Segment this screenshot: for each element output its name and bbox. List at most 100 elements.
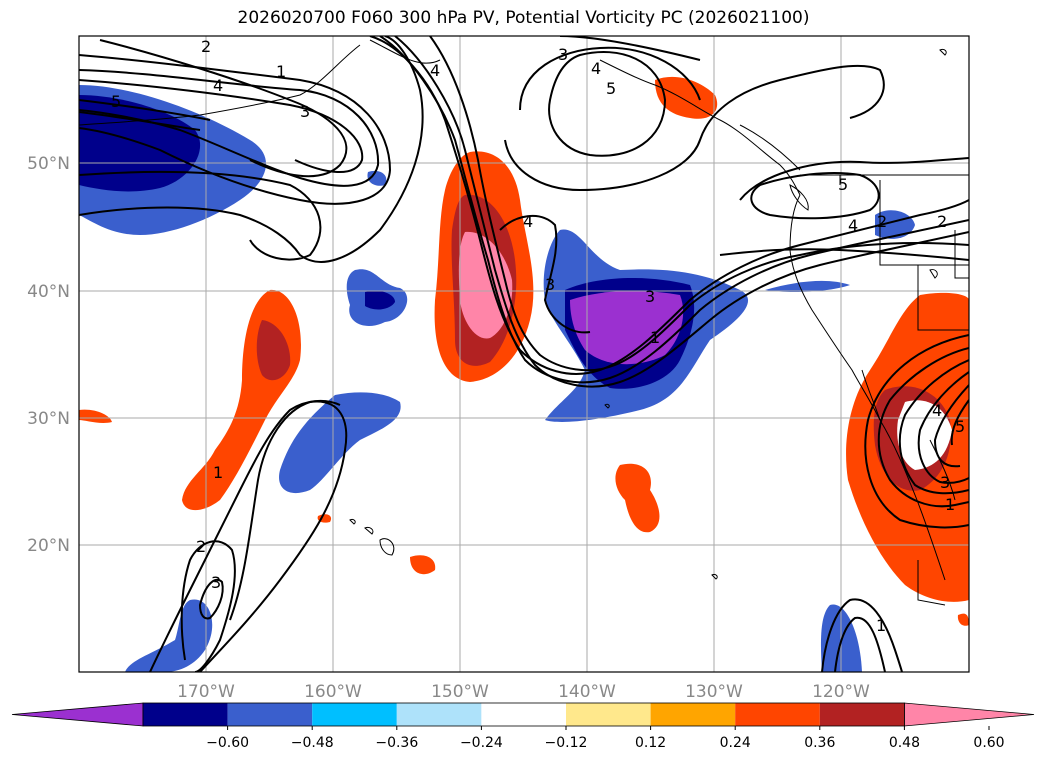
lat-label-40: 40°N xyxy=(27,282,70,302)
colorbar-tick-label: −0.48 xyxy=(291,735,334,751)
map-title: 2026020700 F060 300 hPa PV, Potential Vo… xyxy=(237,8,810,28)
pos-region-dot4 xyxy=(957,613,969,626)
pos-region-west-core xyxy=(256,320,291,381)
vancouver-island xyxy=(789,184,809,211)
colorbar-ticks: −0.60 −0.48 −0.36 −0.24 −0.12 0.12 0.24 0.36 0.4… xyxy=(206,726,1005,751)
colorbar-box xyxy=(396,703,482,726)
contour-se-5 xyxy=(950,399,969,446)
colorbar xyxy=(11,702,1035,727)
contour-label: 1 xyxy=(650,328,660,347)
pv-contours xyxy=(79,36,969,672)
colorbar-box xyxy=(819,703,905,726)
contour-label-group: 2 1 4 5 3 4 3 4 5 4 3 3 1 5 4 2 2 4 5 3 … xyxy=(111,37,965,635)
contour-s-1 xyxy=(821,598,903,672)
colorbar-box xyxy=(312,703,397,726)
contour-label: 3 xyxy=(645,287,655,306)
colorbar-outline xyxy=(142,702,905,727)
colorbar-box xyxy=(143,703,228,726)
contour-central-2 xyxy=(379,36,969,384)
colorbar-box xyxy=(566,703,651,726)
longitude-labels: 170°W 160°W 150°W 140°W 130°W 120°W xyxy=(177,682,870,702)
contour-label: 2 xyxy=(877,212,887,231)
contour-label: 5 xyxy=(606,79,616,98)
colorbar-extend-high xyxy=(904,702,1035,727)
colorbar-box xyxy=(481,703,566,726)
contour-label: 2 xyxy=(196,537,206,556)
neg-region-south xyxy=(125,599,213,672)
contour-se-3 xyxy=(917,371,969,484)
colorbar-tick-label: 0.48 xyxy=(889,735,920,751)
lon-label-140w: 140°W xyxy=(558,682,616,702)
positive-anomaly-shading xyxy=(79,76,969,626)
contour-label: 4 xyxy=(430,61,440,80)
colorbar-box xyxy=(227,703,313,726)
contour-sw-1 xyxy=(199,400,348,672)
contour-label: 5 xyxy=(955,417,965,436)
contour-se-1 xyxy=(877,347,969,508)
contour-se-2 xyxy=(898,359,969,495)
contour-alaska-high xyxy=(548,51,667,157)
coastlines xyxy=(79,39,969,606)
pos-region-dot1 xyxy=(410,555,436,575)
contour-label: 1 xyxy=(276,62,286,81)
colorbar-box xyxy=(735,703,820,726)
contour-central-inner xyxy=(499,214,969,334)
contour-central-3 xyxy=(394,36,969,388)
lon-label-160w: 160°W xyxy=(304,682,362,702)
contour-ne-high xyxy=(750,172,880,220)
contour-nw-2 xyxy=(79,54,392,205)
contour-sw-2 xyxy=(180,540,236,672)
colorbar-tick-label: −0.36 xyxy=(375,735,418,751)
contour-nw-1 xyxy=(99,39,348,178)
contour-label: 3 xyxy=(211,573,221,592)
us-border xyxy=(800,174,969,331)
pos-region-alaska xyxy=(655,76,718,119)
contour-nw-3 xyxy=(79,69,380,187)
contour-label: 4 xyxy=(848,216,858,235)
contour-label: 1 xyxy=(945,495,955,514)
colorbar-tick-label: −0.60 xyxy=(206,735,249,751)
small-islands xyxy=(604,49,947,580)
baja-coast xyxy=(861,369,956,501)
colorbar-extend-low xyxy=(11,702,144,727)
neg-region-ne xyxy=(875,210,915,239)
contour-label: 1 xyxy=(876,616,886,635)
contour-label: 2 xyxy=(937,212,947,231)
neg-region-ne-strip xyxy=(765,280,850,293)
contour-label: 3 xyxy=(558,45,568,64)
contour-se-4 xyxy=(933,384,969,468)
contour-label: 4 xyxy=(523,212,533,231)
contour-central-4 xyxy=(429,36,969,372)
lon-label-120w: 120°W xyxy=(812,682,870,702)
lat-label-50: 50°N xyxy=(27,154,70,174)
contour-nw-4 xyxy=(79,79,364,173)
contour-sw-3 xyxy=(198,578,224,620)
colorbar-tick-label: 0.12 xyxy=(635,735,666,751)
contour-s-2 xyxy=(834,616,886,672)
contour-label: 3 xyxy=(300,102,310,121)
lat-label-30: 30°N xyxy=(27,409,70,429)
contour-label: 1 xyxy=(213,463,223,482)
contour-label: 3 xyxy=(545,275,555,294)
latitude-labels: 50°N 40°N 30°N 20°N xyxy=(27,154,70,556)
hawaii xyxy=(349,519,395,556)
colorbar-tick-label: −0.24 xyxy=(460,735,503,751)
neg-region-mid-core xyxy=(570,290,684,365)
pos-region-blob xyxy=(615,463,660,533)
plot-frame xyxy=(78,35,970,673)
contour-nw-5 xyxy=(79,99,211,131)
colorbar-tick-label: −0.12 xyxy=(545,735,588,751)
contour-se-outer xyxy=(864,334,969,529)
colorbar-tick-label: 0.24 xyxy=(720,735,751,751)
lon-label-150w: 150°W xyxy=(431,682,489,702)
contour-label: 4 xyxy=(591,59,601,78)
neg-region-dot xyxy=(367,170,387,186)
plot-area: 2 1 4 5 3 4 3 4 5 4 3 3 1 5 4 2 2 4 5 3 … xyxy=(79,36,969,672)
contour-ne-high-2 xyxy=(739,157,969,201)
colorbar-tick-label: 0.60 xyxy=(973,735,1004,751)
contour-sw-1b xyxy=(149,399,341,672)
contour-label: 2 xyxy=(201,37,211,56)
lat-label-20: 20°N xyxy=(27,536,70,556)
pos-region-dot3 xyxy=(79,409,112,423)
